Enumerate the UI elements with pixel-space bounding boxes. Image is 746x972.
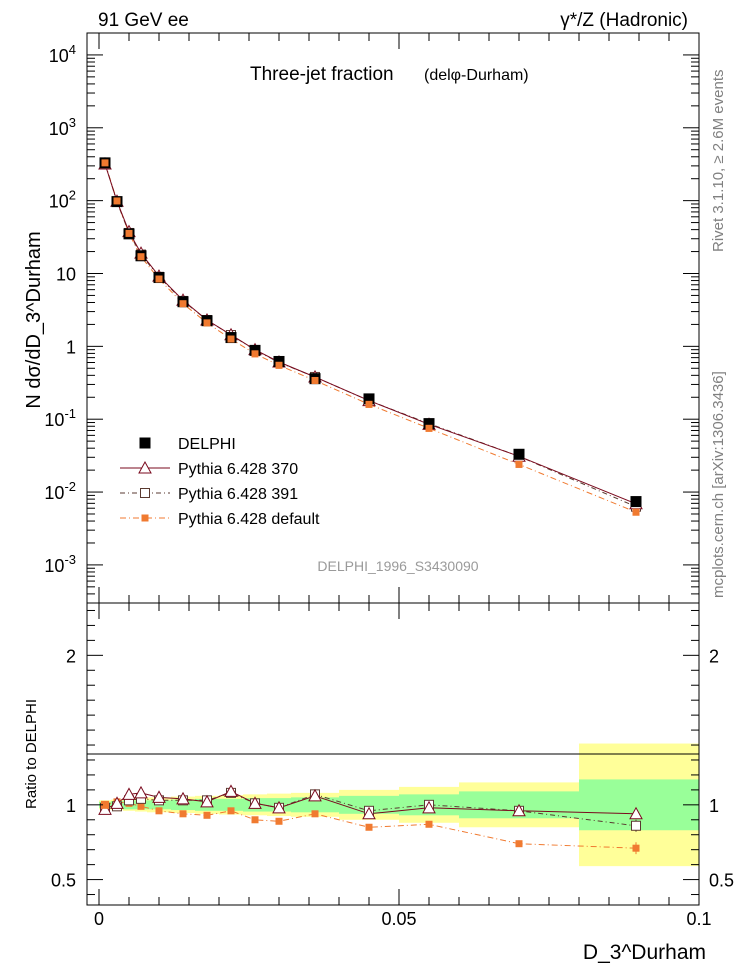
band-inner-7 bbox=[219, 798, 243, 811]
ratio-point-s0-11 bbox=[362, 806, 376, 820]
main-ytick-label: 10-3 bbox=[44, 552, 76, 576]
legend-label-3: Pythia 6.428 default bbox=[178, 511, 320, 528]
ratio-point-s2-8 bbox=[251, 816, 259, 824]
main-point-default-top-5 bbox=[179, 300, 187, 308]
main-point-default-top-13 bbox=[515, 460, 523, 468]
ratio-ytick-label-right: 0.5 bbox=[709, 871, 734, 891]
ratio-point-s0-13 bbox=[512, 803, 526, 817]
ratio-xtick-label: 0.05 bbox=[381, 909, 416, 929]
mcplots-label: mcplots.cern.ch [arXiv:1306.3436] bbox=[710, 371, 727, 598]
legend-marker-0 bbox=[139, 437, 151, 449]
main-panel: 10-3 10-2 10-1 1 10 102 103 104 Three-jet fract… bbox=[23, 32, 700, 604]
ratio-uncertainty-bands bbox=[99, 743, 699, 867]
ratio-point-s0-8 bbox=[248, 796, 262, 809]
ratio-point-s0-14 bbox=[629, 806, 643, 820]
header-right: γ*/Z (Hadronic) bbox=[560, 10, 688, 31]
main-point-default-top-6 bbox=[203, 319, 211, 327]
main-point-default-top-12 bbox=[425, 424, 433, 432]
main-point-delphi-12 bbox=[423, 418, 435, 430]
ratio-point-s0-1 bbox=[110, 796, 124, 809]
ratio-point-s0-3 bbox=[134, 785, 148, 799]
ratio-ytick-label: 0.5 bbox=[51, 871, 76, 891]
ratio-point-s2-3 bbox=[137, 802, 145, 810]
main-point-default-top-11 bbox=[365, 400, 373, 408]
main-ytick-label: 10-1 bbox=[44, 406, 76, 430]
main-ytick-label: 10-2 bbox=[44, 479, 76, 503]
ratio-point-s1-14 bbox=[631, 820, 641, 831]
ratio-point-s0-6 bbox=[200, 794, 214, 808]
ratio-point-s2-14 bbox=[632, 844, 640, 852]
ratio-ytick-label-right: 2 bbox=[709, 646, 719, 666]
ratio-point-s2-4 bbox=[155, 807, 163, 815]
watermark: DELPHI_1996_S3430090 bbox=[317, 558, 478, 574]
ratio-plot-area bbox=[98, 784, 643, 855]
ratio-ytick-label: 1 bbox=[66, 796, 76, 816]
ratio-point-s0-9 bbox=[272, 800, 286, 814]
main-point-default-top-2 bbox=[125, 229, 133, 237]
ratio-point-delphi-0 bbox=[101, 800, 109, 809]
ratio-xtick-label: 0.1 bbox=[686, 909, 711, 929]
ratio-point-s2-10 bbox=[311, 810, 319, 818]
main-point-default-top-9 bbox=[275, 361, 283, 369]
legend-marker-1 bbox=[138, 460, 152, 474]
main-point-default-top-1 bbox=[113, 197, 121, 205]
ratio-frame bbox=[86, 602, 700, 906]
ratio-point-s0-7 bbox=[224, 784, 238, 797]
ratio-point-s2-11 bbox=[365, 823, 373, 831]
main-ytick-label: 1 bbox=[66, 337, 76, 357]
legend: DELPHI Pythia 6.428 370 Pythia 6.428 391 Py… bbox=[120, 436, 320, 528]
main-point-default-top-10 bbox=[311, 376, 319, 384]
legend-marker-3 bbox=[141, 514, 149, 522]
main-ytick-label: 102 bbox=[49, 188, 76, 212]
ratio-point-s2-13 bbox=[515, 840, 523, 848]
main-x-axis bbox=[98, 33, 700, 603]
main-ylabel: N dσ/dD_3^Durham bbox=[23, 231, 45, 408]
ratio-xlabel: D_3^Durham bbox=[583, 941, 706, 964]
main-title: Three-jet fraction bbox=[250, 64, 394, 85]
legend-label-1: Pythia 6.428 370 bbox=[178, 461, 298, 478]
ratio-point-s2-7 bbox=[227, 807, 235, 815]
main-line-2 bbox=[104, 163, 637, 508]
main-point-default-top-4 bbox=[155, 275, 163, 283]
ratio-point-s2-6 bbox=[203, 811, 211, 819]
main-subtitle: (delφ-Durham) bbox=[424, 67, 529, 84]
ratio-point-s2-12 bbox=[425, 820, 433, 828]
ratio-point-s0-10 bbox=[308, 788, 322, 802]
main-y-axis: 10-3 10-2 10-1 1 10 102 103 104 bbox=[44, 32, 699, 604]
main-point-delphi-9 bbox=[273, 355, 285, 367]
ratio-ylabel: Ratio to DELPHI bbox=[23, 699, 40, 809]
main-ytick-label: 103 bbox=[49, 115, 76, 139]
ratio-point-s0-4 bbox=[152, 790, 166, 803]
ratio-point-s2-9 bbox=[275, 817, 283, 825]
ratio-ytick-label: 2 bbox=[66, 646, 76, 666]
main-point-delphi-14 bbox=[630, 496, 642, 508]
main-line-3 bbox=[104, 162, 637, 513]
main-point-default-top-7 bbox=[227, 335, 235, 343]
band-inner-10 bbox=[291, 797, 339, 813]
ratio-panel: 0.5 0.5 1 1 2 2 0 0.05 0.1 Ratio to DELPHI D_3^… bbox=[23, 602, 734, 964]
legend-label-2: Pythia 6.428 391 bbox=[178, 486, 298, 503]
ratio-xtick-label: 0 bbox=[94, 909, 104, 929]
ratio-x-axis: 0 0.05 0.1 bbox=[94, 603, 712, 929]
rivet-label: Rivet 3.1.10, ≥ 2.6M events bbox=[710, 70, 727, 253]
main-point-default-top-14 bbox=[632, 508, 640, 516]
legend-label-0: DELPHI bbox=[178, 436, 236, 453]
ratio-point-s0-2 bbox=[122, 787, 136, 800]
main-point-delphi-13 bbox=[513, 448, 525, 460]
main-ytick-label: 10 bbox=[56, 264, 76, 284]
main-point-default-top-0 bbox=[101, 159, 109, 167]
ratio-point-s0-12 bbox=[422, 800, 436, 814]
main-point-default-top-8 bbox=[251, 350, 259, 358]
main-point-delphi-11 bbox=[363, 393, 375, 405]
ratio-ytick-label-right: 1 bbox=[709, 796, 719, 816]
legend-marker-2 bbox=[140, 488, 150, 498]
main-ytick-label: 104 bbox=[49, 42, 76, 66]
ratio-point-s2-5 bbox=[179, 810, 187, 818]
ratio-point-s0-5 bbox=[176, 791, 190, 805]
ratio-y-axis: 0.5 0.5 1 1 2 2 bbox=[51, 609, 734, 896]
main-point-default-top-3 bbox=[137, 253, 145, 261]
main-plot-area bbox=[98, 156, 643, 516]
header-left: 91 GeV ee bbox=[98, 10, 189, 31]
